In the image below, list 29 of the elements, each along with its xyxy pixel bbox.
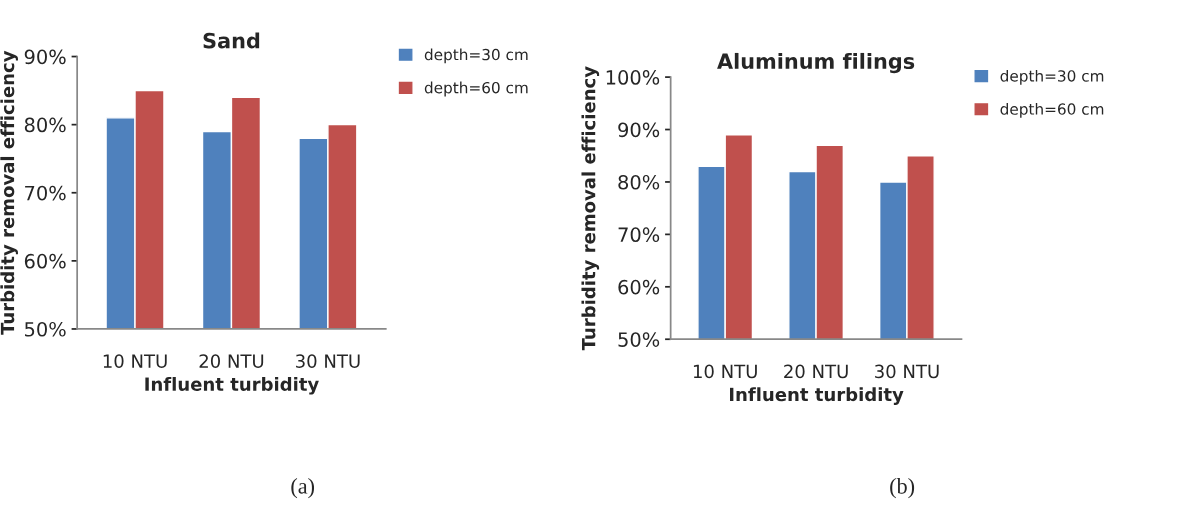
- chart-title: Aluminum filings: [717, 52, 915, 74]
- y-axis-title: Turbidity removal efficiency: [581, 66, 600, 351]
- y-tick-label: 70%: [618, 227, 660, 243]
- x-tick-label: 20 NTU: [199, 354, 264, 368]
- y-tick-label: 80%: [24, 117, 66, 133]
- y-tick-label: 80%: [618, 174, 660, 190]
- x-tick-label: 30 NTU: [875, 364, 939, 379]
- y-tick-label: 90%: [618, 122, 660, 138]
- legend-label: depth=30 cm: [1000, 69, 1104, 85]
- x-tick-label: 20 NTU: [784, 364, 848, 379]
- x-tick-label: 30 NTU: [296, 354, 360, 368]
- x-axis-title: Influent turbidity: [145, 376, 319, 395]
- chart-title: Sand: [203, 32, 260, 49]
- y-axis-title: Turbidity removal efficiency: [0, 50, 18, 335]
- y-tick-label: 60%: [24, 253, 66, 269]
- legend-label: depth=30 cm: [424, 48, 528, 64]
- x-axis-title: Influent turbidity: [729, 387, 904, 405]
- y-tick-label: 100%: [606, 70, 660, 85]
- legend-label: depth=60 cm: [424, 81, 528, 97]
- legend-label: depth=60 cm: [1000, 103, 1104, 118]
- text: (b): [890, 478, 915, 499]
- text: (a): [291, 478, 315, 499]
- y-tick-label: 60%: [618, 279, 660, 295]
- x-tick-label: 10 NTU: [693, 364, 757, 379]
- x-tick-label: 10 NTU: [103, 354, 167, 368]
- y-tick-label: 50%: [618, 332, 660, 347]
- y-tick-label: 50%: [25, 321, 66, 337]
- y-tick-label: 90%: [24, 49, 66, 65]
- y-tick-label: 70%: [25, 185, 66, 201]
